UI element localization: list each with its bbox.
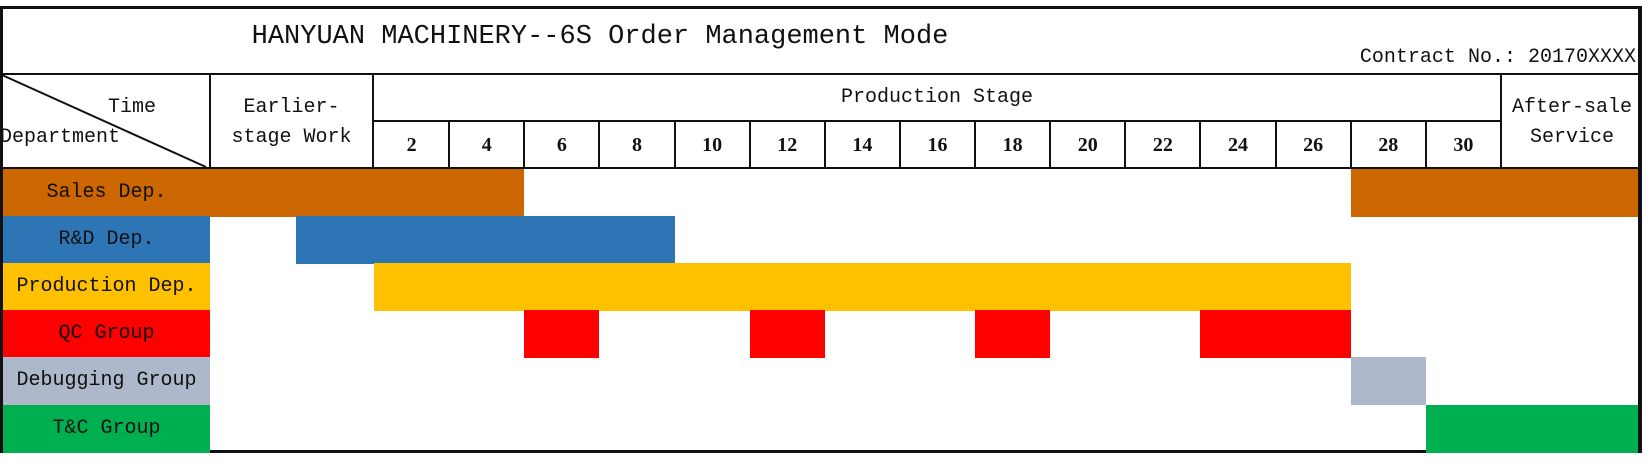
department-label-rd: R&D Dep.	[58, 228, 155, 252]
bar-qc-1	[524, 310, 600, 359]
column-number-2: 2	[406, 134, 417, 156]
column-number-6: 6	[556, 134, 567, 156]
bar-rd-1	[296, 216, 675, 265]
aftersale-header: After-sale Service	[1502, 93, 1642, 153]
bar-tc-0	[3, 404, 210, 453]
production-stage-header: Production Stage	[840, 86, 1034, 109]
bar-qc-0	[3, 310, 210, 359]
page-title: HANYUAN MACHINERY--6S Order Management M…	[251, 22, 949, 52]
column-line-16	[898, 120, 901, 169]
column-number-30: 30	[1453, 134, 1474, 156]
column-number-26: 26	[1303, 134, 1324, 156]
department-label-sales: Sales Dep.	[46, 181, 167, 204]
contract-number: Contract No.: 20170XXXX	[1360, 46, 1636, 69]
column-line-14	[823, 120, 826, 169]
earlier-stage-header: Earlier- stage Work	[211, 93, 372, 153]
bar-rd-0	[3, 216, 210, 265]
column-number-12: 12	[777, 134, 798, 156]
contract-value: 20170XXXX	[1527, 46, 1636, 69]
column-number-24: 24	[1227, 134, 1248, 156]
bar-debugging-1	[1350, 357, 1426, 406]
stage-divider-line	[373, 120, 1501, 122]
corner-department-label: Department	[0, 126, 121, 149]
column-line-20	[1049, 120, 1052, 169]
aftersale-line1: After-sale	[1511, 96, 1633, 119]
column-line-10	[673, 120, 676, 169]
stage-right-line	[1500, 73, 1502, 169]
bar-tc-1	[1425, 404, 1638, 453]
column-line-26	[1274, 120, 1277, 169]
column-number-10: 10	[702, 134, 723, 156]
column-number-18: 18	[1002, 134, 1023, 156]
column-number-8: 8	[631, 134, 642, 156]
column-number-20: 20	[1077, 134, 1098, 156]
bar-qc-3	[975, 310, 1051, 359]
corner-right-line	[209, 73, 211, 169]
department-label-qc: QC Group	[58, 322, 155, 346]
aftersale-line2: Service	[1529, 126, 1614, 149]
column-line-22	[1124, 120, 1127, 169]
column-line-12	[748, 120, 751, 169]
department-label-tc: T&C Group	[52, 416, 161, 440]
bar-qc-4	[1200, 310, 1351, 359]
column-line-18	[974, 120, 977, 169]
header-bottom-line	[0, 167, 1642, 169]
column-line-4	[448, 120, 451, 169]
department-label-production: Production Dep.	[16, 275, 197, 299]
column-line-6	[523, 120, 526, 169]
bar-debugging-0	[3, 357, 210, 406]
contract-label: Contract No.:	[1359, 46, 1516, 69]
column-line-28	[1349, 120, 1352, 169]
bar-sales-0	[3, 169, 525, 217]
bar-sales-1	[1350, 169, 1638, 217]
department-label-debugging: Debugging Group	[16, 369, 197, 393]
column-number-22: 22	[1152, 134, 1173, 156]
column-line-30	[1424, 120, 1427, 169]
column-number-14: 14	[852, 134, 873, 156]
bar-production-0	[3, 263, 210, 312]
column-number-28: 28	[1378, 134, 1399, 156]
earlier-right-line	[372, 73, 374, 169]
column-number-16: 16	[927, 134, 948, 156]
earlier-stage-line2: stage Work	[231, 126, 352, 149]
column-line-24	[1199, 120, 1202, 169]
bar-qc-2	[749, 310, 825, 359]
earlier-stage-line1: Earlier-	[243, 96, 340, 119]
column-number-4: 4	[481, 134, 492, 156]
bar-production-1	[374, 263, 1351, 312]
column-line-8	[598, 120, 601, 169]
header-top-line	[0, 73, 1642, 75]
corner-time-label: Time	[108, 96, 157, 119]
corner-diagonal	[1, 74, 207, 168]
